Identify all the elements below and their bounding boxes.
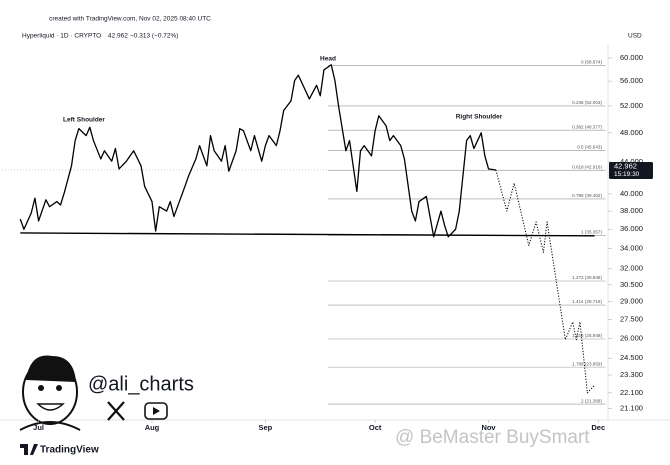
y-tick-label: 60.000 [620, 53, 643, 62]
annotation: Right Shoulder [456, 114, 503, 121]
price-marker-label: 42.962 [614, 161, 637, 170]
y-tick-label: 40.000 [620, 189, 643, 198]
price-change: −0.313 (−0.72%) [130, 33, 178, 40]
fib-label: 2 (21.368) [581, 398, 602, 403]
x-tick-label: Oct [369, 423, 382, 432]
fib-label: 0.236 (52.003) [572, 100, 602, 105]
y-tick-label: 56.000 [620, 76, 643, 85]
y-tick-label: 32.000 [620, 264, 643, 273]
watermark: @ BeMaster BuySmart [395, 427, 590, 448]
y-tick-label: 34.000 [620, 243, 643, 252]
created-note: created with TradingView.com, Nov 02, 20… [49, 16, 211, 23]
countdown: 15:19:30 [614, 171, 640, 178]
y-tick-label: 27.500 [620, 315, 643, 324]
fib-label: 1 (35.357) [581, 229, 602, 234]
youtube-icon [144, 402, 168, 420]
projection-line [495, 169, 595, 394]
symbol: Hyperliquid · 1D · CRYPTO [22, 33, 101, 40]
y-tick-label: 24.500 [620, 353, 643, 362]
fib-label: 0 (58.674) [581, 60, 602, 65]
y-tick-label: 21.100 [620, 403, 643, 412]
y-tick-label: 22.100 [620, 388, 643, 397]
x-icon [107, 401, 125, 421]
y-tick-label: 38.000 [620, 206, 643, 215]
fib-label: 0.5 (45.543) [577, 145, 602, 150]
avatar [19, 355, 81, 431]
price-line [19, 64, 496, 238]
x-tick-label: Dec [591, 423, 605, 432]
y-tick-label: 52.000 [620, 101, 643, 110]
annotation: Head [320, 56, 336, 63]
y-tick-label: 23.300 [620, 370, 643, 379]
fib-label: 0.786 (39.402) [572, 193, 602, 198]
fib-label: 0.382 (48.377) [572, 124, 602, 129]
y-tick-label: 48.000 [620, 128, 643, 137]
fib-label: 1.414 (28.715) [572, 299, 602, 304]
y-tick-label: 30.500 [620, 280, 643, 289]
x-tick-label: Jul [33, 423, 44, 432]
fib-label: 1.618 (25.948) [572, 333, 602, 338]
y-tick-label: 29.000 [620, 297, 643, 306]
fib-label: 1.786 (23.859) [572, 361, 602, 366]
currency: USD [628, 33, 642, 40]
y-tick-label: 26.000 [620, 333, 643, 342]
fib-label: 1.272 (30.848) [572, 275, 602, 280]
x-tick-label: Aug [145, 423, 160, 432]
x-tick-label: Nov [481, 423, 496, 432]
x-tick-label: Sep [259, 423, 273, 432]
fib-label: 0.618 (42.918) [572, 165, 602, 170]
neckline [20, 232, 595, 237]
header-price: 42.962 [108, 33, 128, 40]
handle: @ali_charts [88, 373, 194, 395]
price-marker [609, 161, 653, 179]
y-tick-label: 36.000 [620, 224, 643, 233]
logo: TradingView [40, 445, 99, 456]
y-tick-label: 44.000 [620, 157, 643, 166]
annotation: Left Shoulder [63, 117, 105, 124]
tradingview-logo-icon [20, 444, 38, 455]
